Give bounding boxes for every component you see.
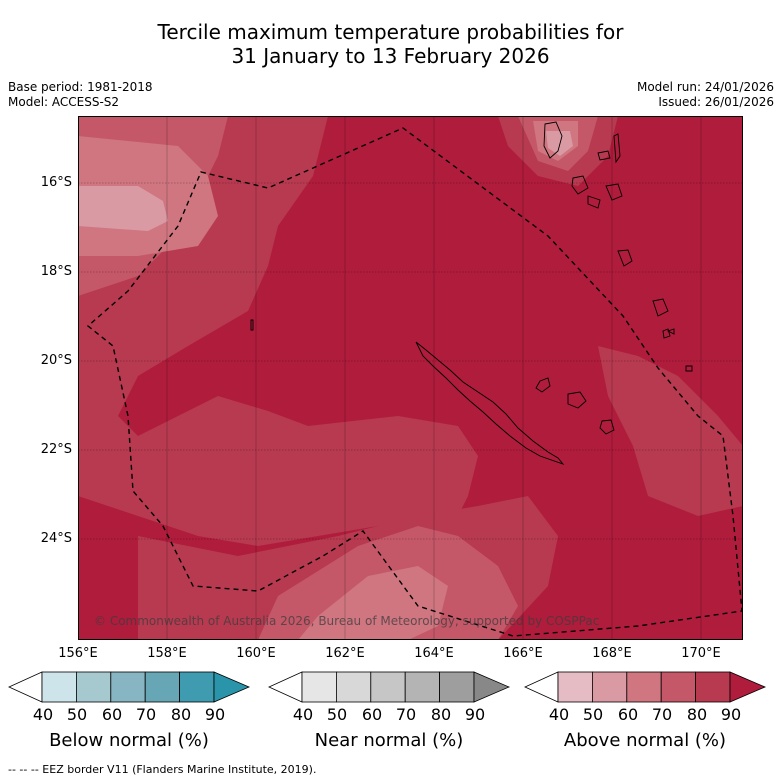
meta-left: Base period: 1981-2018 Model: ACCESS-S2 bbox=[8, 80, 153, 110]
model-name: Model: ACCESS-S2 bbox=[8, 95, 120, 109]
above-normal-title: Above normal (%) bbox=[563, 730, 727, 751]
title-line-2: 31 January to 13 February 2026 bbox=[231, 44, 550, 68]
colorbar-cell bbox=[370, 671, 406, 703]
near-tick-60: 60 bbox=[361, 705, 383, 724]
colorbar-extend-high bbox=[473, 671, 510, 703]
colorbar-cell bbox=[695, 671, 731, 703]
vanuatu-island-8 bbox=[662, 328, 671, 339]
probability-map bbox=[78, 116, 743, 640]
lat-label-24s: 24°S bbox=[40, 531, 72, 546]
vanuatu-island-6 bbox=[617, 249, 633, 267]
colorbar-cell bbox=[41, 671, 77, 703]
colorbar-cell bbox=[144, 671, 180, 703]
lat-label-16s: 16°S bbox=[40, 175, 72, 190]
lon-label-156e: 156°E bbox=[58, 646, 98, 661]
lon-label-160e: 160°E bbox=[236, 646, 276, 661]
model-run: Model run: 24/01/2026 bbox=[636, 80, 774, 94]
lon-label-168e: 168°E bbox=[592, 646, 632, 661]
vanuatu-island-3 bbox=[571, 175, 589, 195]
lon-label-162e: 162°E bbox=[325, 646, 365, 661]
colorbar-cell bbox=[626, 671, 662, 703]
eez-border bbox=[86, 127, 743, 637]
colorbar-extend-low bbox=[268, 671, 303, 703]
map-title: Tercile maximum temperature probabilitie… bbox=[0, 20, 781, 68]
lat-label-20s: 20°S bbox=[40, 353, 72, 368]
contour-60-south bbox=[298, 566, 448, 640]
near-tick-90: 90 bbox=[464, 705, 486, 724]
colorbar-near-normal bbox=[268, 671, 510, 703]
contour-80-east bbox=[598, 346, 743, 516]
vanuatu-island-1 bbox=[597, 150, 611, 161]
eez-footnote: -- -- -- EEZ border V11 (Flanders Marine… bbox=[8, 763, 317, 776]
below-tick-70: 70 bbox=[135, 705, 157, 724]
lon-label-166e: 166°E bbox=[503, 646, 543, 661]
above-tick-40: 40 bbox=[548, 705, 570, 724]
new-caledonia-coast bbox=[415, 341, 565, 465]
lon-label-164e: 164°E bbox=[414, 646, 454, 661]
colorbar-cell bbox=[110, 671, 146, 703]
colorbar-below-cells bbox=[8, 671, 250, 703]
gridlines bbox=[78, 116, 743, 640]
colorbar-cell bbox=[336, 671, 372, 703]
map-frame bbox=[78, 116, 743, 640]
loyalty-island-1 bbox=[535, 377, 551, 393]
above-tick-60: 60 bbox=[617, 705, 639, 724]
near-tick-70: 70 bbox=[395, 705, 417, 724]
near-tick-40: 40 bbox=[292, 705, 314, 724]
colorbar-extend-high bbox=[729, 671, 766, 703]
below-tick-40: 40 bbox=[32, 705, 54, 724]
below-tick-50: 50 bbox=[66, 705, 88, 724]
loyalty-island-2 bbox=[567, 391, 587, 409]
below-tick-60: 60 bbox=[101, 705, 123, 724]
above-tick-70: 70 bbox=[651, 705, 673, 724]
below-tick-80: 80 bbox=[170, 705, 192, 724]
issued-date: Issued: 26/01/2026 bbox=[658, 95, 774, 109]
lat-label-22s: 22°S bbox=[40, 442, 72, 457]
meta-right: Model run: 24/01/2026 Issued: 26/01/2026 bbox=[637, 80, 774, 110]
above-tick-90: 90 bbox=[720, 705, 742, 724]
colorbar-extend-low bbox=[524, 671, 559, 703]
contour-50-northeast bbox=[546, 131, 573, 156]
vanuatu-espiritu-santo bbox=[543, 121, 563, 159]
vanuatu-island-4 bbox=[605, 183, 623, 201]
colorbar-cell bbox=[557, 671, 593, 703]
contour-50-west bbox=[78, 186, 168, 231]
colorbar-extend-high bbox=[213, 671, 250, 703]
colorbar-cell bbox=[404, 671, 440, 703]
vanuatu-island-2 bbox=[613, 133, 621, 164]
colorbar-below-normal bbox=[8, 671, 250, 703]
near-tick-80: 80 bbox=[430, 705, 452, 724]
vanuatu-island-10 bbox=[685, 365, 693, 372]
above-tick-80: 80 bbox=[686, 705, 708, 724]
coastlines bbox=[250, 121, 693, 465]
colorbar-cell bbox=[592, 671, 628, 703]
colorbar-cell bbox=[179, 671, 215, 703]
colorbar-cell bbox=[439, 671, 475, 703]
colorbar-above-cells bbox=[524, 671, 766, 703]
lon-label-158e: 158°E bbox=[147, 646, 187, 661]
lat-label-18s: 18°S bbox=[40, 264, 72, 279]
lon-label-170e: 170°E bbox=[681, 646, 721, 661]
below-tick-90: 90 bbox=[204, 705, 226, 724]
vanuatu-island-7 bbox=[652, 298, 669, 317]
loyalty-island-3 bbox=[599, 419, 615, 435]
vanuatu-island-5 bbox=[587, 195, 601, 209]
colorbar-cell bbox=[301, 671, 337, 703]
near-normal-title: Near normal (%) bbox=[314, 730, 464, 751]
vanuatu-island-9 bbox=[666, 328, 675, 335]
copyright-notice: © Commonwealth of Australia 2026, Bureau… bbox=[94, 614, 600, 628]
below-normal-title: Below normal (%) bbox=[49, 730, 209, 751]
colorbar-extend-low bbox=[8, 671, 43, 703]
colorbar-above-normal bbox=[524, 671, 766, 703]
colorbar-near-cells bbox=[268, 671, 510, 703]
colorbar-cell bbox=[660, 671, 696, 703]
west-islet bbox=[250, 319, 254, 331]
base-period: Base period: 1981-2018 bbox=[8, 80, 153, 94]
title-line-1: Tercile maximum temperature probabilitie… bbox=[157, 20, 624, 44]
above-tick-50: 50 bbox=[582, 705, 604, 724]
near-tick-50: 50 bbox=[326, 705, 348, 724]
colorbar-cell bbox=[76, 671, 112, 703]
